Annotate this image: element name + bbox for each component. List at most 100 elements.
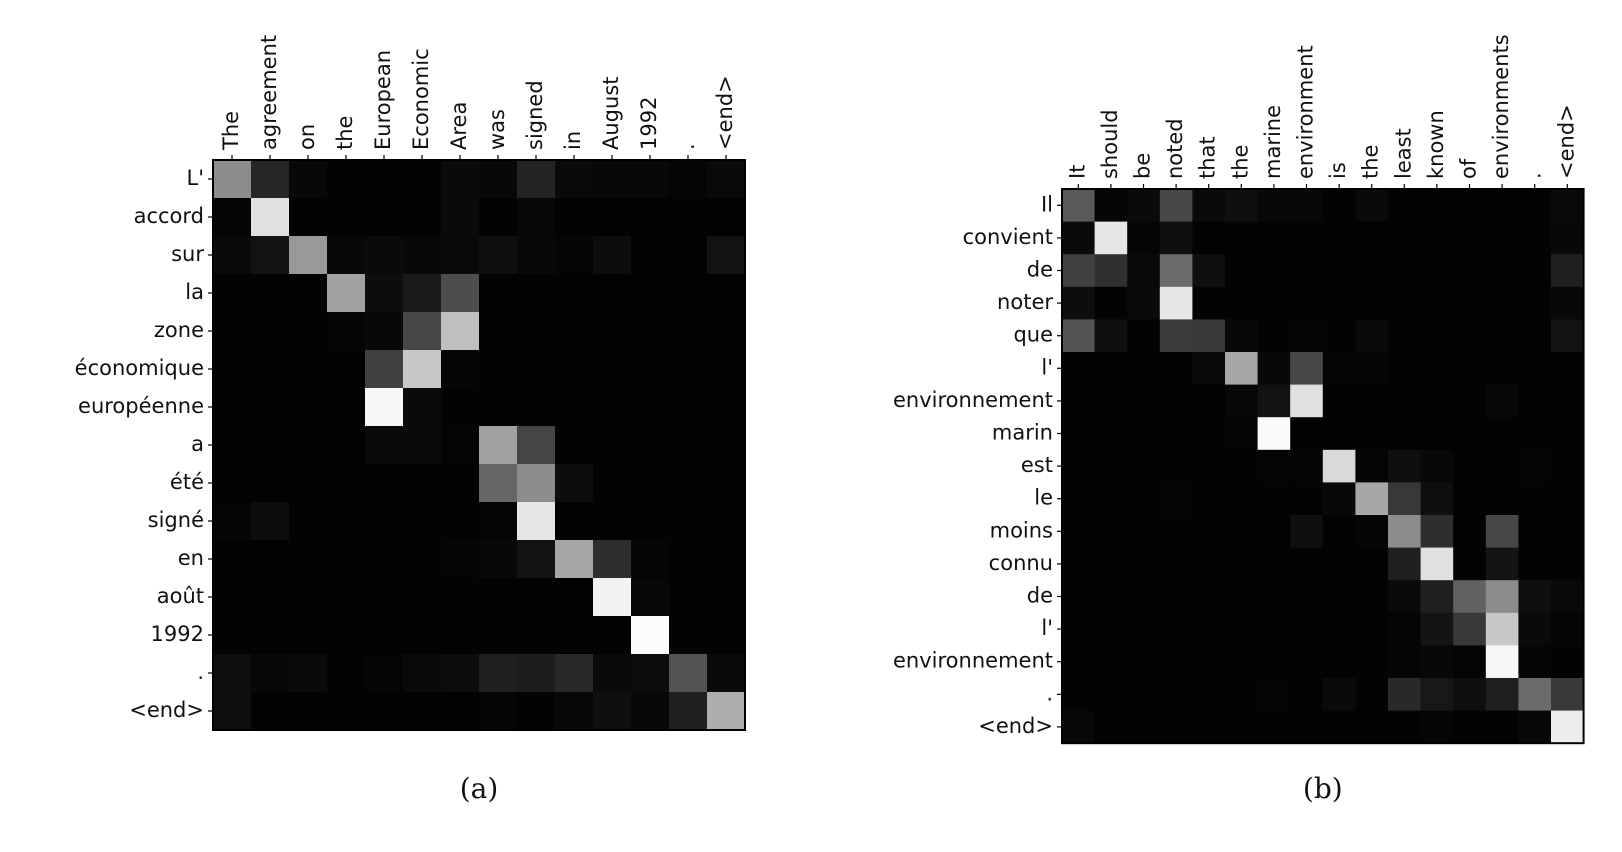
heatmap-cell	[1192, 384, 1226, 418]
heatmap-cell	[1290, 319, 1324, 353]
heatmap-cell	[1290, 286, 1324, 320]
heatmap-cell	[1159, 254, 1193, 288]
heatmap-cell	[669, 502, 708, 541]
heatmap-cell	[1290, 384, 1324, 418]
heatmap-cell	[593, 692, 632, 731]
heatmap-cell	[669, 578, 708, 617]
heatmap-cell	[1355, 254, 1389, 288]
heatmap-cell	[1094, 580, 1128, 614]
heatmap-cell	[1225, 678, 1258, 711]
heatmap-cell	[1388, 189, 1421, 222]
heatmap-cell	[1420, 482, 1454, 516]
heatmap-cell	[1192, 482, 1226, 516]
heatmap-cell	[707, 502, 746, 541]
heatmap-cell	[669, 426, 708, 465]
heatmap-cell	[365, 502, 404, 541]
x-tick-label: marine	[1261, 105, 1285, 179]
heatmap-cell	[213, 540, 252, 579]
heatmap-cell	[1322, 319, 1356, 353]
heatmap-cell	[669, 160, 708, 199]
x-tick-label: signed	[523, 80, 547, 150]
heatmap-cell	[1551, 286, 1584, 320]
y-tick-label: 1992	[151, 622, 204, 646]
heatmap-cell	[365, 692, 404, 731]
heatmap-cell	[1485, 547, 1519, 581]
heatmap-cell	[251, 616, 290, 655]
heatmap-cell	[403, 388, 442, 427]
heatmap-cell	[1257, 221, 1291, 255]
heatmap-cell	[1485, 645, 1519, 679]
heatmap-cell	[1453, 612, 1487, 646]
heatmap-cell	[593, 312, 632, 351]
heatmap-cell	[479, 692, 518, 731]
heatmap-cell	[631, 160, 670, 199]
heatmap-cell	[555, 540, 594, 579]
heatmap-cell	[213, 236, 252, 275]
x-tick-label: noted	[1163, 118, 1187, 179]
heatmap-cell	[1290, 189, 1324, 222]
y-tick-label: été	[170, 470, 204, 494]
heatmap-cell	[593, 388, 632, 427]
heatmap-cell	[1192, 352, 1226, 385]
heatmap-cell	[1420, 254, 1454, 288]
y-tick-label: le	[1034, 486, 1053, 510]
attention-heatmap-b: It should be noted that the marine environment i…	[893, 34, 1585, 745]
heatmap-cell	[365, 312, 404, 351]
heatmap-cell	[1355, 580, 1389, 614]
heatmap-cell	[707, 692, 746, 731]
heatmap-cell	[1094, 417, 1128, 451]
heatmap-cell	[1485, 417, 1519, 451]
heatmap-cell	[1453, 221, 1487, 255]
heatmap-cell	[1127, 286, 1161, 320]
heatmap-cell	[1322, 645, 1356, 679]
x-tick-label: European	[371, 50, 395, 150]
heatmap-cell	[327, 312, 366, 351]
heatmap-cell	[1127, 547, 1161, 581]
heatmap-cell	[1192, 189, 1226, 222]
heatmap-cell	[669, 692, 708, 731]
heatmap-cell	[1485, 580, 1519, 614]
heatmap-cell	[517, 274, 556, 313]
y-tick-label: que	[1013, 323, 1053, 347]
heatmap-cell	[1290, 580, 1324, 614]
heatmap-cell	[1094, 352, 1128, 385]
heatmap-cell	[1518, 352, 1552, 385]
heatmap-cell	[479, 616, 518, 655]
heatmap-cell	[517, 464, 556, 503]
heatmap-cell	[1388, 286, 1421, 320]
heatmap-cell	[1225, 189, 1258, 222]
heatmap-cell	[1388, 352, 1421, 385]
heatmap-cell	[1518, 384, 1552, 418]
heatmap-cell	[1420, 449, 1454, 483]
heatmap-cell	[1355, 547, 1389, 581]
heatmap-cell	[631, 388, 670, 427]
y-tick-label: moins	[990, 518, 1053, 542]
x-tick-label: August	[599, 77, 623, 151]
heatmap-cell	[1159, 352, 1193, 385]
heatmap-cell	[1485, 678, 1519, 711]
heatmap-cell	[1062, 482, 1095, 516]
heatmap-cell	[517, 502, 556, 541]
heatmap-cell	[1420, 417, 1454, 451]
heatmap-cell	[1420, 286, 1454, 320]
heatmap-cell	[1290, 515, 1324, 548]
heatmap-cell	[251, 464, 290, 503]
heatmap-cell	[479, 464, 518, 503]
heatmap-cell	[517, 654, 556, 693]
heatmap-cell	[555, 464, 594, 503]
heatmap-cell	[1159, 221, 1193, 255]
heatmap-cell	[593, 464, 632, 503]
heatmap-cell	[365, 616, 404, 655]
heatmap-cell	[289, 198, 328, 237]
heatmap-cell	[1453, 449, 1487, 483]
heatmap-cell	[213, 426, 252, 465]
heatmap-cell	[1159, 515, 1193, 548]
heatmap-cell	[593, 426, 632, 465]
heatmap-cell	[289, 464, 328, 503]
heatmap-cell	[213, 616, 252, 655]
heatmap-cell	[1127, 417, 1161, 451]
heatmap-cell	[479, 388, 518, 427]
heatmap-cell	[1094, 319, 1128, 353]
heatmap-cell	[1485, 254, 1519, 288]
heatmap-cell	[1127, 515, 1161, 548]
